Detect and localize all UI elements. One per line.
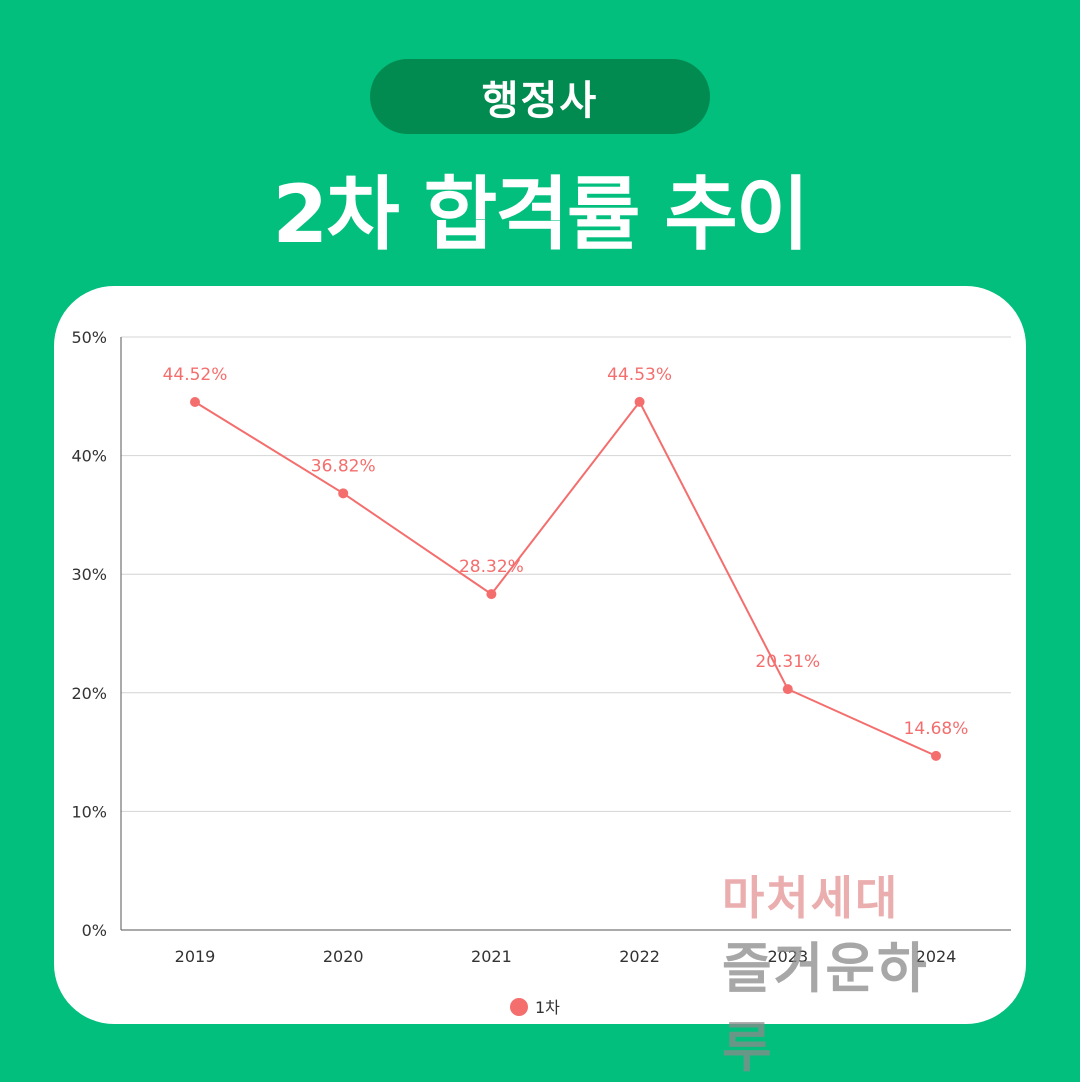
y-tick-label: 40%: [71, 447, 107, 466]
y-tick-label: 30%: [71, 565, 107, 584]
x-tick-label: 2022: [619, 947, 660, 966]
category-badge: 행정사: [370, 59, 710, 134]
series-line: [194, 400, 937, 757]
legend-label: 1차: [535, 998, 560, 1017]
chart-card: [54, 286, 1026, 1024]
y-tick-label: 0%: [82, 921, 107, 940]
x-tick-label: 2021: [471, 947, 512, 966]
data-point: [931, 750, 941, 761]
page-title: 2차 합격률 추이: [272, 168, 810, 261]
x-tick-label: 2023: [767, 947, 808, 966]
y-tick-label: 10%: [71, 802, 107, 821]
x-tick-label: 2019: [175, 947, 216, 966]
data-point: [782, 684, 793, 695]
y-tick-label: 20%: [71, 684, 107, 703]
badge-label: 행정사: [481, 77, 599, 124]
x-tick-label: 2024: [916, 947, 957, 966]
data-label: 20.31%: [755, 652, 820, 672]
y-tick-label: 50%: [71, 328, 107, 347]
data-point: [486, 589, 497, 600]
x-tick-label: 2020: [323, 947, 364, 966]
data-point: [338, 488, 349, 499]
data-point: [634, 396, 645, 407]
legend-marker: [510, 998, 528, 1016]
data-label: 44.53%: [607, 365, 672, 385]
data-label: 28.32%: [459, 557, 524, 577]
data-point: [190, 396, 200, 407]
data-label: 44.52%: [163, 365, 228, 385]
data-label: 14.68%: [904, 719, 969, 739]
data-label: 36.82%: [311, 456, 376, 476]
